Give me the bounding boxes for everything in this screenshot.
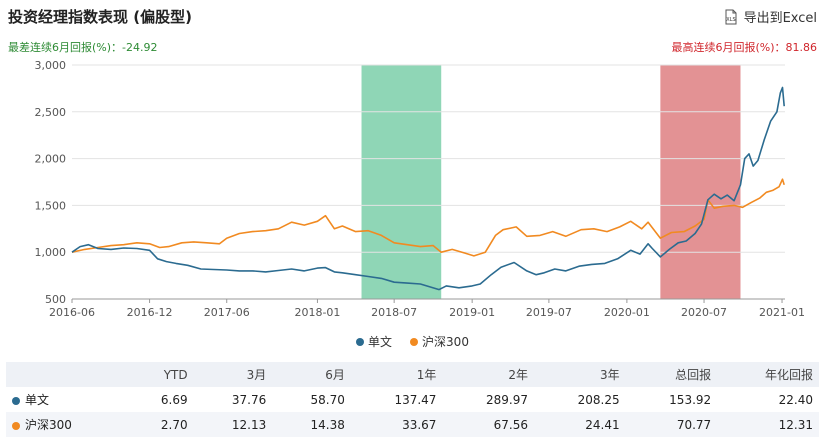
svg-text:XLS: XLS bbox=[726, 17, 735, 23]
series2-marker bbox=[410, 337, 419, 346]
cell-total: 70.77 bbox=[625, 412, 718, 437]
legend-item-series1[interactable]: 单文 bbox=[356, 333, 392, 350]
header-1y: 1年 bbox=[350, 362, 443, 387]
series2-marker bbox=[12, 421, 20, 430]
row-name: 单文 bbox=[25, 393, 50, 407]
cell-3y: 24.41 bbox=[534, 412, 626, 437]
table-row: 沪深300 2.70 12.13 14.38 33.67 67.56 24.41… bbox=[6, 412, 819, 437]
y-tick-label: 2,500 bbox=[35, 106, 67, 119]
cell-ytd: 6.69 bbox=[127, 387, 194, 412]
export-excel-button[interactable]: XLS 导出到Excel bbox=[723, 7, 817, 26]
header-name bbox=[6, 362, 128, 387]
y-tick-label: 1,500 bbox=[35, 199, 67, 212]
y-tick-label: 500 bbox=[45, 293, 66, 306]
x-tick-label: 2020-01 bbox=[604, 306, 650, 319]
series1-marker bbox=[356, 337, 365, 346]
header-ytd: YTD bbox=[127, 362, 194, 387]
x-tick-label: 2019-07 bbox=[526, 306, 572, 319]
legend-label-series2: 沪深300 bbox=[422, 335, 469, 349]
cell-ytd: 2.70 bbox=[127, 412, 194, 437]
best-6m-return: 最高连续6月回报(%)：81.86 bbox=[671, 41, 817, 54]
cell-3m: 37.76 bbox=[193, 387, 273, 412]
header-2y: 2年 bbox=[442, 362, 535, 387]
cell-annualized: 22.40 bbox=[717, 387, 819, 412]
x-tick-label: 2016-12 bbox=[127, 306, 173, 319]
y-tick-label: 2,000 bbox=[35, 153, 67, 166]
worst-6m-return: 最差连续6月回报(%)：-24.92 bbox=[8, 41, 158, 54]
cell-6m: 58.70 bbox=[272, 387, 351, 412]
export-label: 导出到Excel bbox=[743, 11, 817, 26]
header-3m: 3月 bbox=[193, 362, 273, 387]
table-row: 单文 6.69 37.76 58.70 137.47 289.97 208.25… bbox=[6, 387, 819, 412]
row-name: 沪深300 bbox=[25, 418, 72, 432]
x-tick-label: 2020-07 bbox=[681, 306, 727, 319]
x-tick-label: 2019-01 bbox=[449, 306, 495, 319]
header-total: 总回报 bbox=[625, 362, 718, 387]
legend-item-series2[interactable]: 沪深300 bbox=[410, 333, 469, 350]
x-tick-label: 2016-06 bbox=[49, 306, 95, 319]
series-line-1 bbox=[71, 86, 785, 291]
row-name-cell: 沪深300 bbox=[6, 412, 128, 437]
y-tick-label: 3,000 bbox=[35, 59, 67, 72]
series1-marker bbox=[12, 396, 20, 405]
x-tick-label: 2018-07 bbox=[371, 306, 417, 319]
cell-3m: 12.13 bbox=[193, 412, 273, 437]
cell-1y: 137.47 bbox=[350, 387, 443, 412]
header-6m: 6月 bbox=[272, 362, 351, 387]
x-tick-label: 2017-06 bbox=[204, 306, 250, 319]
cell-3y: 208.25 bbox=[534, 387, 626, 412]
returns-table: YTD 3月 6月 1年 2年 3年 总回报 年化回报 单文 6.69 37.7… bbox=[6, 362, 819, 437]
performance-line-chart: 500 1,000 1,500 2,000 2,500 3,000 2016-06 2016-… bbox=[35, 59, 806, 319]
header-3y: 3年 bbox=[534, 362, 626, 387]
best-period-band bbox=[660, 65, 741, 299]
legend-label-series1: 单文 bbox=[368, 335, 393, 349]
cell-2y: 67.56 bbox=[442, 412, 535, 437]
cell-2y: 289.97 bbox=[442, 387, 535, 412]
page-title: 投资经理指数表现 (偏股型) bbox=[8, 8, 192, 26]
cell-6m: 14.38 bbox=[272, 412, 351, 437]
chart-legend: 单文 沪深300 bbox=[0, 333, 825, 350]
table-header-row: YTD 3月 6月 1年 2年 3年 总回报 年化回报 bbox=[6, 362, 819, 387]
cell-1y: 33.67 bbox=[350, 412, 443, 437]
row-name-cell: 单文 bbox=[6, 387, 128, 412]
excel-file-icon: XLS bbox=[725, 9, 737, 24]
cell-annualized: 12.31 bbox=[717, 412, 819, 437]
x-tick-label: 2018-01 bbox=[294, 306, 340, 319]
worst-period-band bbox=[361, 65, 442, 299]
y-tick-label: 1,000 bbox=[35, 246, 67, 259]
x-tick-label: 2021-01 bbox=[759, 306, 805, 319]
header-annualized: 年化回报 bbox=[717, 362, 819, 387]
cell-total: 153.92 bbox=[625, 387, 718, 412]
